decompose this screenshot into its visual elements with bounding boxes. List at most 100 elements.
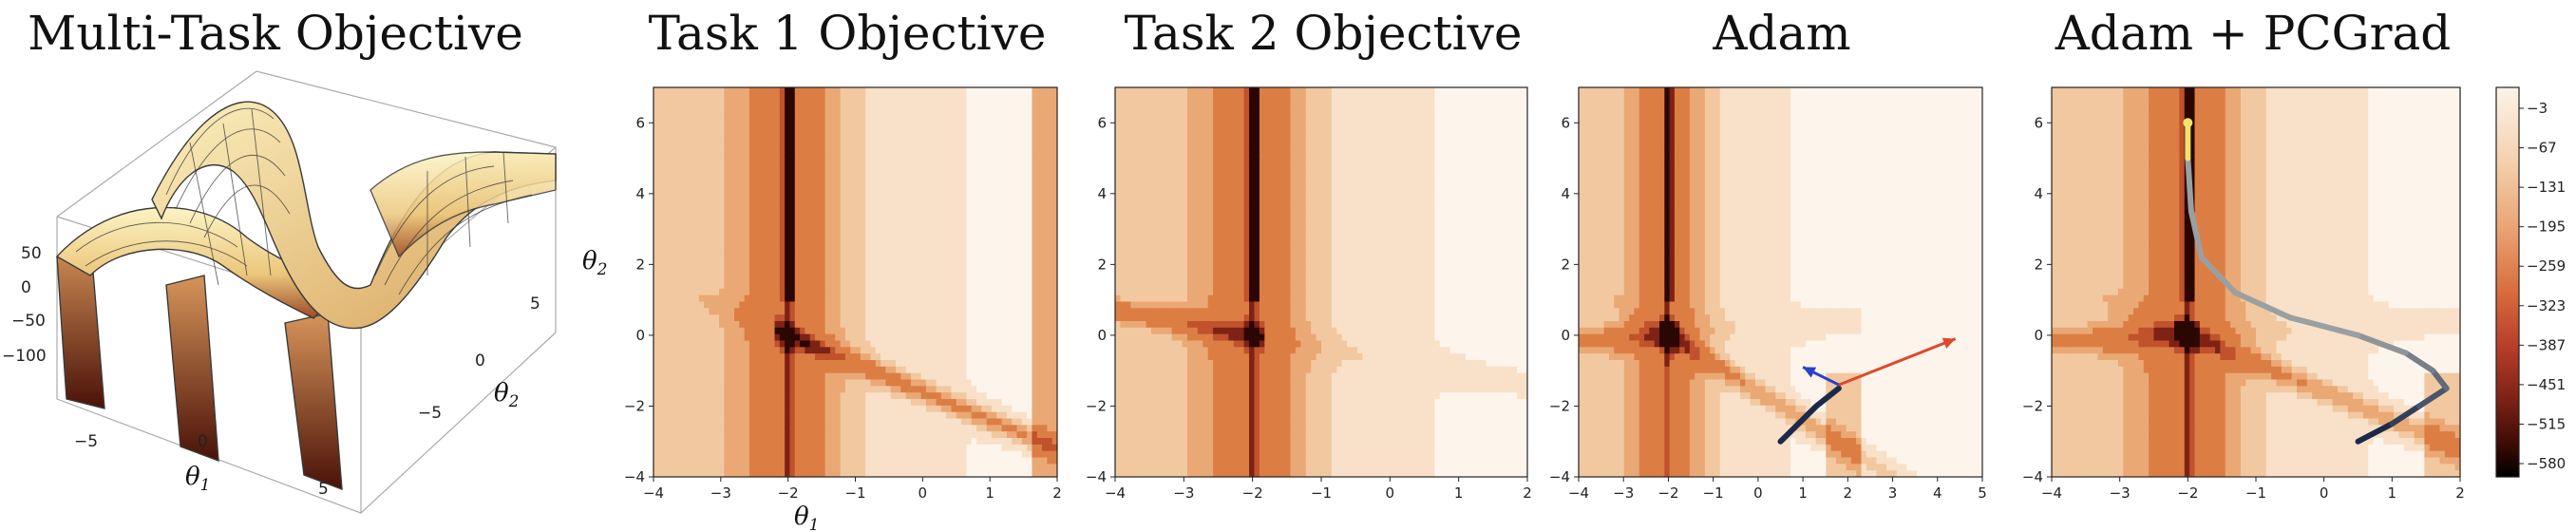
heatmap-cell: [875, 178, 881, 186]
heatmap-cell: [789, 347, 796, 354]
heatmap-cell: [794, 288, 801, 296]
heatmap-cell: [785, 126, 791, 134]
heatmap-cell: [900, 269, 907, 276]
heatmap-cell: [668, 191, 674, 199]
heatmap-cell: [971, 159, 977, 166]
heatmap-cell: [976, 210, 982, 218]
heatmap-cell: [916, 159, 922, 166]
heatmap-cell: [785, 392, 791, 400]
heatmap-cell: [1032, 230, 1038, 238]
heatmap-cell: [870, 470, 877, 477]
heatmap-cell: [729, 256, 735, 264]
heatmap-cell: [885, 444, 892, 452]
heatmap-cell: [785, 321, 791, 329]
heatmap-cell: [683, 386, 690, 393]
heatmap-cell: [663, 308, 670, 315]
heatmap-cell: [956, 256, 962, 264]
heatmap-cell: [779, 333, 786, 342]
heatmap-cell: [865, 204, 872, 212]
heatmap-cell: [769, 171, 776, 180]
heatmap-cell: [739, 204, 746, 212]
heatmap-cell: [971, 217, 977, 225]
heatmap-cell: [724, 450, 730, 459]
heatmap-cell: [885, 139, 892, 147]
heatmap-cell: [860, 366, 866, 374]
heatmap-cell: [754, 100, 761, 108]
heatmap-cell: [996, 308, 1003, 315]
heatmap-cell: [1051, 425, 1057, 432]
heatmap-cell: [881, 249, 886, 257]
heatmap-cell: [809, 191, 816, 199]
heatmap-cell: [936, 327, 942, 335]
heatmap-cell: [789, 418, 796, 426]
heatmap-cell: [673, 120, 680, 127]
heatmap-cell: [734, 314, 740, 322]
heatmap-cell: [910, 294, 917, 303]
heatmap-cell: [1042, 256, 1048, 264]
heatmap-cell: [658, 366, 665, 374]
heatmap-cell: [815, 87, 821, 95]
heatmap-cell: [663, 438, 670, 446]
heatmap-cell: [744, 184, 750, 192]
heatmap-cell: [748, 152, 755, 160]
heatmap-cell: [658, 120, 665, 127]
heatmap-cell: [789, 366, 796, 374]
heatmap-cell: [1016, 269, 1023, 276]
heatmap-cell: [860, 386, 866, 393]
heatmap-cell: [850, 392, 857, 400]
heatmap-cell: [748, 308, 755, 315]
heatmap-cell: [1012, 113, 1018, 121]
heatmap-cell: [940, 237, 947, 244]
heatmap-cell: [829, 405, 836, 413]
heatmap-cell: [800, 204, 805, 212]
heatmap-cell: [704, 386, 710, 393]
heatmap-cell: [986, 126, 993, 134]
heatmap-cell: [875, 301, 881, 309]
heatmap-cell: [1036, 386, 1043, 393]
heatmap-cell: [815, 93, 821, 102]
heatmap-cell: [719, 139, 725, 147]
heatmap-cell: [658, 276, 665, 283]
heatmap-cell: [946, 256, 953, 264]
heatmap-cell: [850, 405, 857, 413]
heatmap-cell: [986, 405, 993, 413]
heatmap-cell: [1021, 152, 1028, 160]
heatmap-cell: [875, 347, 881, 354]
heatmap-cell: [956, 132, 962, 141]
heatmap-cell: [920, 256, 927, 264]
heatmap-cell: [966, 360, 973, 368]
heatmap-cell: [1032, 347, 1038, 354]
heatmap-cell: [724, 327, 730, 335]
heatmap-cell: [663, 87, 670, 95]
heatmap-cell: [844, 399, 851, 407]
heatmap-cell: [683, 120, 690, 127]
heatmap-cell: [905, 392, 912, 400]
heatmap-cell: [881, 165, 886, 173]
heatmap-cell: [940, 340, 947, 348]
heatmap-cell: [829, 100, 836, 108]
heatmap-cell: [698, 165, 705, 173]
heatmap-cell: [704, 438, 710, 446]
heatmap-cell: [885, 340, 892, 348]
heatmap-cell: [1047, 366, 1053, 374]
heatmap-cell: [1021, 237, 1028, 244]
heatmap-cell: [986, 178, 993, 186]
heatmap-cell: [774, 386, 781, 393]
heatmap-cell: [785, 184, 791, 192]
heatmap-cell: [1047, 379, 1053, 387]
heatmap-cell: [885, 314, 892, 322]
heatmap-cell: [789, 425, 796, 432]
heatmap-cell: [815, 113, 821, 121]
heatmap-cell: [744, 256, 750, 264]
heatmap-cell: [785, 294, 791, 303]
heatmap-cell: [905, 159, 912, 166]
heatmap-cell: [824, 288, 831, 296]
heatmap-cell: [815, 120, 821, 127]
heatmap-cell: [1383, 93, 1390, 102]
heatmap-cell: [739, 379, 746, 387]
heatmap-cell: [1016, 444, 1023, 452]
heatmap-cell: [794, 366, 801, 374]
heatmap-cell: [1051, 470, 1057, 477]
heatmap-cell: [850, 159, 857, 166]
heatmap-cell: [739, 223, 746, 231]
